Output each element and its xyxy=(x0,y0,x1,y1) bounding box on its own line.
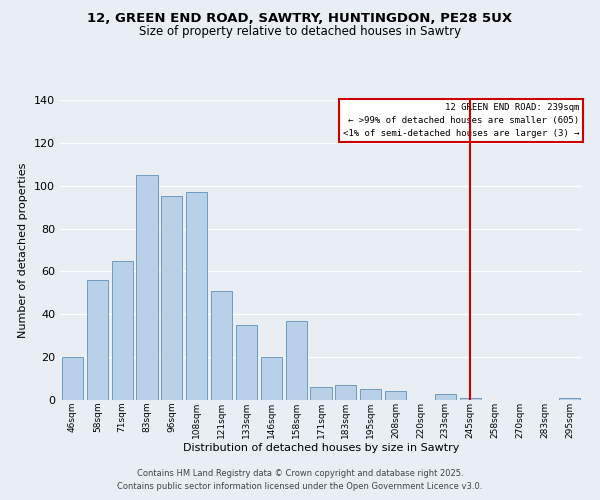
X-axis label: Distribution of detached houses by size in Sawtry: Distribution of detached houses by size … xyxy=(183,444,459,454)
Bar xyxy=(435,394,456,400)
Text: Size of property relative to detached houses in Sawtry: Size of property relative to detached ho… xyxy=(139,25,461,38)
Y-axis label: Number of detached properties: Number of detached properties xyxy=(19,162,28,338)
Bar xyxy=(136,175,158,400)
Bar xyxy=(161,196,182,400)
Bar xyxy=(335,385,356,400)
Bar xyxy=(62,357,83,400)
Bar xyxy=(559,398,580,400)
Bar xyxy=(261,357,282,400)
Bar xyxy=(186,192,207,400)
Bar xyxy=(112,260,133,400)
Bar xyxy=(286,320,307,400)
Text: Contains HM Land Registry data © Crown copyright and database right 2025.: Contains HM Land Registry data © Crown c… xyxy=(137,468,463,477)
Bar xyxy=(460,398,481,400)
Text: Contains public sector information licensed under the Open Government Licence v3: Contains public sector information licen… xyxy=(118,482,482,491)
Bar xyxy=(236,325,257,400)
Text: 12 GREEN END ROAD: 239sqm
← >99% of detached houses are smaller (605)
<1% of sem: 12 GREEN END ROAD: 239sqm ← >99% of deta… xyxy=(343,103,580,138)
Bar xyxy=(385,392,406,400)
Bar xyxy=(310,387,332,400)
Bar xyxy=(211,290,232,400)
Bar xyxy=(87,280,108,400)
Bar xyxy=(360,390,381,400)
Text: 12, GREEN END ROAD, SAWTRY, HUNTINGDON, PE28 5UX: 12, GREEN END ROAD, SAWTRY, HUNTINGDON, … xyxy=(88,12,512,26)
